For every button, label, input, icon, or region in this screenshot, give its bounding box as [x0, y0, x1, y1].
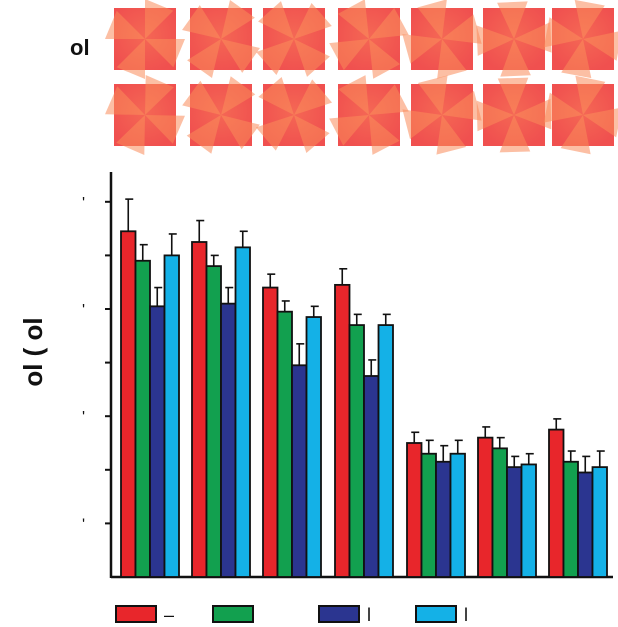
bar-groups — [120, 198, 608, 578]
bar — [520, 463, 537, 578]
bar-group — [334, 267, 394, 578]
bar-group — [548, 418, 608, 578]
stimulus-tile — [402, 0, 482, 79]
y-axis-ticks: ' ' ' ' — [82, 195, 111, 533]
bar — [363, 375, 380, 578]
bar — [377, 324, 394, 578]
stimulus-tile — [329, 0, 409, 79]
bar — [491, 447, 508, 578]
stimulus-tile — [105, 0, 185, 79]
bar-group — [191, 219, 251, 578]
y-axis-label: ol ( ol — [18, 317, 48, 386]
stimulus-tile — [329, 75, 409, 155]
stimulus-tile — [182, 0, 260, 78]
legend-swatch — [318, 605, 360, 623]
stimulus-tile — [182, 76, 260, 154]
bar — [134, 259, 151, 578]
legend-swatch — [115, 605, 157, 623]
bar-group — [406, 431, 466, 578]
legend-item: l — [415, 605, 468, 625]
bar — [276, 310, 293, 578]
bar — [506, 466, 523, 578]
stimulus-tile — [543, 75, 618, 155]
bar — [205, 265, 222, 578]
stimulus-tile-grid — [105, 0, 618, 155]
bar — [305, 316, 322, 578]
stimulus-tile — [255, 76, 333, 154]
bar — [591, 466, 608, 578]
legend-swatch — [212, 605, 254, 623]
legend-swatch — [415, 605, 457, 623]
stimulus-tile — [476, 77, 552, 153]
top-label: ol — [70, 35, 90, 60]
legend-label: – — [164, 605, 174, 625]
bar-group — [477, 426, 537, 578]
bar — [191, 241, 208, 578]
bar — [120, 230, 137, 578]
bar — [234, 246, 251, 578]
bar — [577, 471, 594, 578]
y-tick-label: ' — [82, 516, 85, 533]
y-tick-label: ' — [82, 302, 85, 319]
stimulus-tile — [105, 75, 185, 155]
legend: – l l — [115, 605, 468, 625]
bar — [449, 452, 466, 578]
bar — [477, 436, 494, 578]
legend-item: l — [318, 605, 371, 625]
bar — [348, 324, 365, 578]
legend-item: – — [115, 605, 174, 625]
bar-group — [262, 273, 322, 578]
stimulus-tile — [476, 1, 552, 77]
stimulus-tile — [402, 75, 482, 155]
bar — [435, 460, 452, 578]
bar — [163, 254, 180, 578]
stimulus-tile — [543, 0, 618, 79]
legend-label: l — [464, 605, 468, 625]
bar — [334, 283, 351, 578]
bar — [562, 460, 579, 578]
legend-label: l — [367, 605, 371, 625]
bar — [420, 452, 437, 578]
bar — [220, 302, 237, 578]
bar — [262, 286, 279, 578]
legend-item — [212, 605, 254, 623]
y-tick-label: ' — [82, 409, 85, 426]
bar — [548, 428, 565, 578]
bar — [149, 305, 166, 578]
y-tick-label: ' — [82, 195, 85, 212]
stimulus-tile — [256, 1, 332, 77]
bar — [406, 442, 423, 578]
bar-group — [120, 198, 180, 578]
bar — [291, 364, 308, 578]
